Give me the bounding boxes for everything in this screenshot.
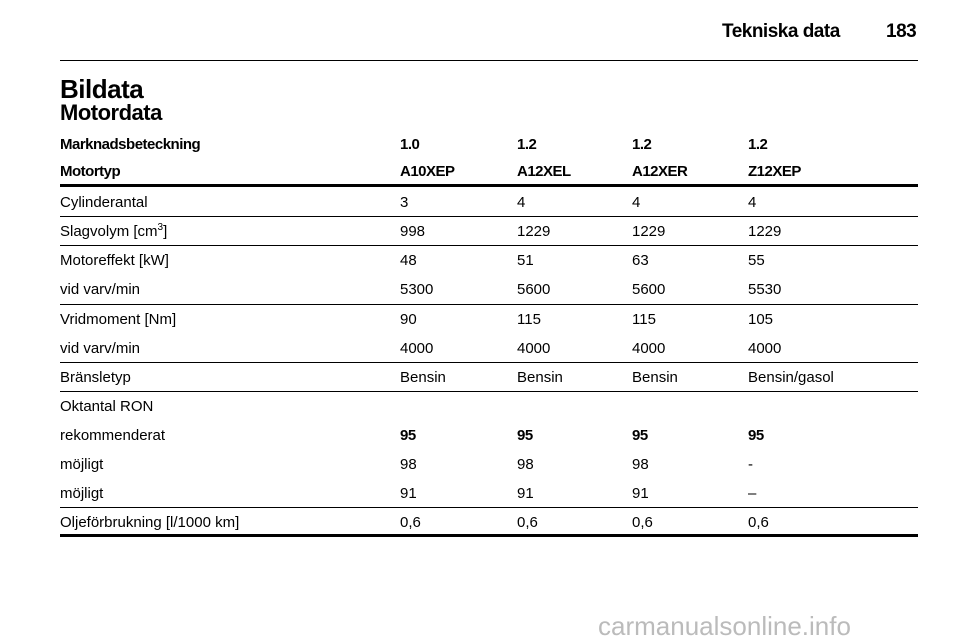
header-cell: Z12XEP bbox=[748, 163, 801, 180]
table-cell: 1229 bbox=[632, 223, 666, 240]
table-cell: 98 bbox=[400, 456, 417, 473]
table-cell: 3 bbox=[400, 194, 409, 211]
header-title: Tekniska data bbox=[722, 21, 840, 42]
table-rule bbox=[60, 245, 918, 246]
table-cell: 98 bbox=[517, 456, 534, 473]
table-rule bbox=[60, 507, 918, 508]
row-label: Cylinderantal bbox=[60, 194, 148, 211]
label-part: Slagvolym [cm bbox=[60, 223, 158, 240]
table-cell: 95 bbox=[517, 427, 533, 444]
header-cell: 1.0 bbox=[400, 136, 420, 153]
table-cell: 115 bbox=[517, 311, 541, 328]
row-label: Oljeförbrukning [l/1000 km] bbox=[60, 514, 240, 531]
table-cell: 998 bbox=[400, 223, 426, 240]
table-cell: 4 bbox=[748, 194, 757, 211]
row-label: vid varv/min bbox=[60, 281, 141, 298]
table-cell: 63 bbox=[632, 252, 649, 269]
table-cell: 95 bbox=[632, 427, 648, 444]
watermark: carmanualsonline.info bbox=[598, 611, 851, 641]
label-part: 3 bbox=[157, 222, 164, 233]
table-cell: 4000 bbox=[632, 340, 666, 357]
table-cell: 4 bbox=[632, 194, 641, 211]
header-cell: A12XER bbox=[632, 163, 688, 180]
table-cell: 51 bbox=[517, 252, 534, 269]
row-label: Vridmoment [Nm] bbox=[60, 311, 177, 328]
table-cell: Bensin bbox=[632, 369, 678, 386]
table-cell: 91 bbox=[632, 485, 649, 502]
row-label: möjligt bbox=[60, 456, 104, 473]
row-label: vid varv/min bbox=[60, 340, 141, 357]
header-rule bbox=[60, 60, 918, 61]
table-cell: 5600 bbox=[517, 281, 551, 298]
table-cell: 4000 bbox=[748, 340, 782, 357]
table-cell: Bensin bbox=[400, 369, 446, 386]
table-cell: 90 bbox=[400, 311, 417, 328]
table-cell: 55 bbox=[748, 252, 765, 269]
section-title: Bildata bbox=[60, 74, 144, 104]
row-label: möjligt bbox=[60, 485, 104, 502]
header-cell: Motortyp bbox=[60, 163, 121, 180]
row-label: rekommenderat bbox=[60, 427, 166, 444]
table-cell: 95 bbox=[400, 427, 416, 444]
table-cell: 0,6 bbox=[632, 514, 653, 531]
table-cell: 91 bbox=[400, 485, 417, 502]
header-cell: 1.2 bbox=[517, 136, 537, 153]
table-cell: 0,6 bbox=[517, 514, 538, 531]
table-cell: 4 bbox=[517, 194, 526, 211]
table-cell: 91 bbox=[517, 485, 534, 502]
table-rule bbox=[60, 391, 918, 392]
table-cell: Bensin bbox=[517, 369, 563, 386]
header-cell: 1.2 bbox=[632, 136, 652, 153]
row-label: Slagvolym [cm3] bbox=[60, 223, 167, 241]
header-cell: A12XEL bbox=[517, 163, 571, 180]
table-rule bbox=[60, 304, 918, 305]
table-rule bbox=[60, 216, 918, 217]
table-cell: 4000 bbox=[517, 340, 551, 357]
table-cell: 0,6 bbox=[748, 514, 769, 531]
table-cell: - bbox=[748, 456, 753, 473]
table-cell: – bbox=[748, 485, 757, 502]
table-cell: 5300 bbox=[400, 281, 434, 298]
table-cell: 0,6 bbox=[400, 514, 421, 531]
table-cell: 48 bbox=[400, 252, 417, 269]
row-label: Bränsletyp bbox=[60, 369, 131, 386]
table-rule bbox=[60, 184, 918, 187]
table-cell: 115 bbox=[632, 311, 656, 328]
label-part: ] bbox=[163, 223, 168, 240]
table-cell: 1229 bbox=[748, 223, 782, 240]
header-cell: Marknadsbeteckning bbox=[60, 136, 201, 153]
table-cell: Bensin/gasol bbox=[748, 369, 834, 386]
table-cell: 95 bbox=[748, 427, 764, 444]
table-cell: 1229 bbox=[517, 223, 551, 240]
table-cell: 5600 bbox=[632, 281, 666, 298]
table-rule bbox=[60, 362, 918, 363]
table-cell: 5530 bbox=[748, 281, 782, 298]
table-cell: 105 bbox=[748, 311, 774, 328]
page-number: 183 bbox=[886, 21, 917, 42]
table-cell: 98 bbox=[632, 456, 649, 473]
table-rule bbox=[60, 534, 918, 537]
row-label: Oktantal RON bbox=[60, 398, 154, 415]
row-label: Motoreffekt [kW] bbox=[60, 252, 169, 269]
header-cell: A10XEP bbox=[400, 163, 455, 180]
header-cell: 1.2 bbox=[748, 136, 768, 153]
table-cell: 4000 bbox=[400, 340, 434, 357]
subsection-title: Motordata bbox=[60, 100, 162, 125]
